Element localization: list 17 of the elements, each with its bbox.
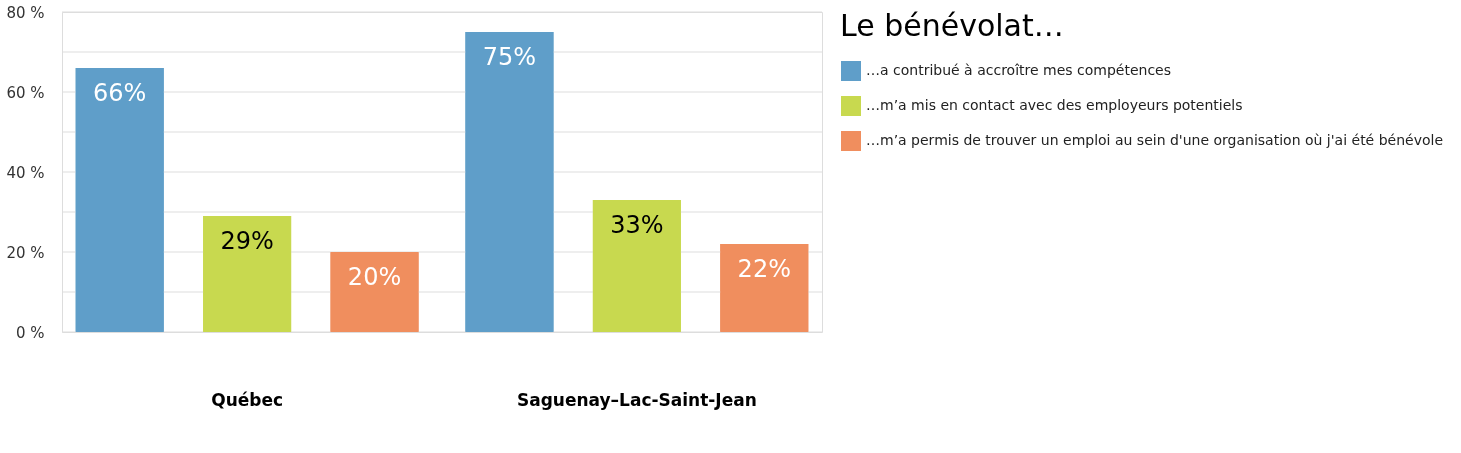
- legend-label: …m’a permis de trouver un emploi au sein d'une organisation où j'ai été bénévole: [866, 132, 1444, 148]
- legend-title: Le bénévolat…: [840, 8, 1064, 43]
- y-tick-label: 0 %: [15, 323, 45, 342]
- x-tick-label: Québec: [211, 389, 284, 410]
- data-label: 20%: [347, 263, 402, 291]
- y-tick-label: 60 %: [6, 83, 45, 102]
- legend-label: …a contribué à accroître mes compétences: [866, 62, 1172, 78]
- data-label: 22%: [737, 255, 791, 283]
- data-label: 75%: [482, 43, 537, 71]
- y-tick-label: 80 %: [6, 3, 45, 22]
- legend-label: …m’a mis en contact avec des employeurs potentiels: [866, 97, 1243, 113]
- x-tick-label: Saguenay–Lac-Saint-Jean: [516, 389, 757, 410]
- y-tick-label: 40 %: [6, 163, 45, 182]
- data-label: 66%: [93, 79, 147, 107]
- data-label: 33%: [610, 211, 664, 239]
- y-tick-label: 20 %: [6, 243, 45, 262]
- data-label: 29%: [220, 227, 274, 255]
